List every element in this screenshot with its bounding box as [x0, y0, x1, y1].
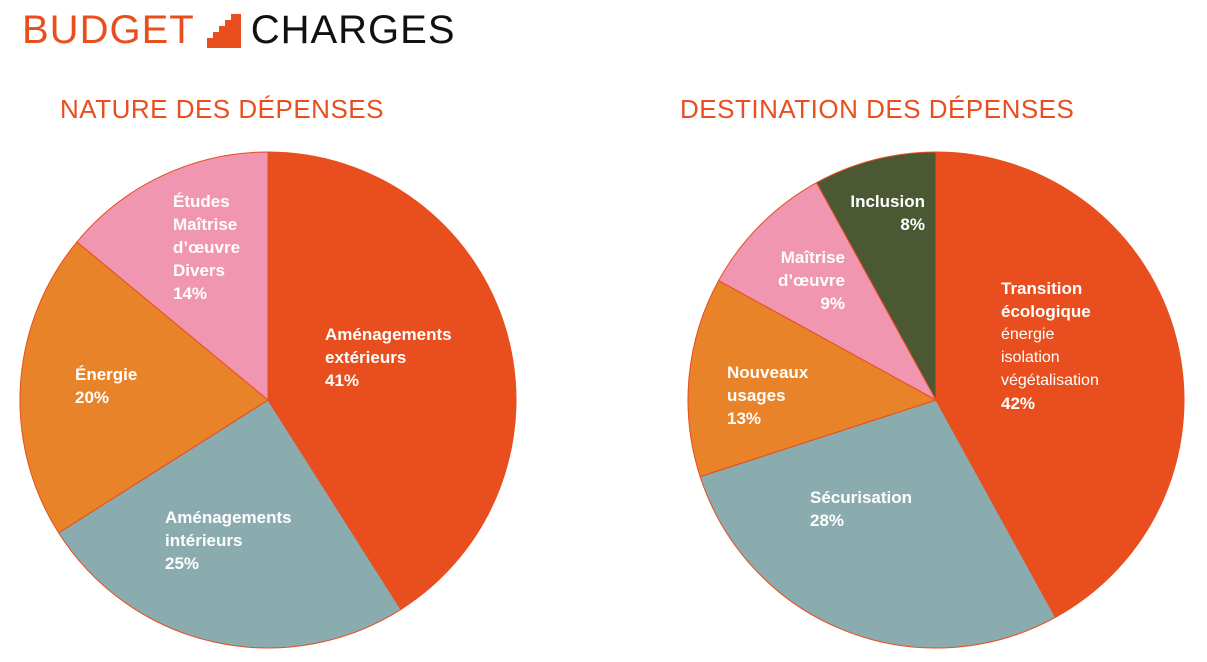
slice-label: Aménagements extérieurs 41% [325, 323, 452, 392]
slice-label-line: Études [173, 192, 230, 211]
brand-budget: BUDGET [22, 8, 195, 52]
slice-label-line: 8% [900, 215, 925, 234]
slice-label-line: d’œuvre [777, 271, 845, 290]
slice-label: Inclusion 8% [835, 190, 925, 236]
slice-label-line: isolation [1001, 349, 1060, 366]
slice-label: Sécurisation 28% [810, 486, 912, 532]
slice-label-line: Nouveaux [727, 363, 809, 382]
slice-label-line: 14% [173, 284, 208, 303]
slice-label-line: intérieurs [165, 531, 243, 550]
pie-slice [267, 151, 517, 611]
slice-label-line: 25% [165, 554, 200, 573]
pie-slice [717, 181, 938, 402]
pie-slice [815, 151, 937, 401]
brand-header: BUDGET CHARGES [22, 8, 456, 53]
slice-label-line: 41% [325, 371, 360, 390]
slice-label-line: 13% [727, 409, 762, 428]
slice-label-line: Maîtrise [173, 215, 238, 234]
pie-slice [687, 279, 938, 478]
pie-slice [76, 151, 269, 402]
slice-label-line: usages [727, 386, 786, 405]
slice-label-line: Maîtrise [780, 248, 845, 267]
pie-slice [935, 151, 1185, 619]
slice-label-line: énergie [1001, 326, 1055, 343]
chart-title-destination: DESTINATION DES DÉPENSES [680, 94, 1075, 124]
slice-label-line: Transition [1001, 279, 1083, 298]
slice-label-line: Inclusion [850, 192, 925, 211]
slice-label: Nouveaux usages 13% [727, 361, 808, 430]
pie-slice [699, 399, 1057, 649]
slice-label-line: Sécurisation [810, 488, 913, 507]
slice-label-line: extérieurs [325, 348, 407, 367]
slice-label-line: 20% [75, 388, 110, 407]
pie-slice [19, 241, 269, 534]
slice-label: Transition écologique énergie isolation végé… [1001, 277, 1099, 415]
slice-label-line: 42% [1001, 394, 1036, 413]
slice-label-line: d’œuvre [173, 238, 241, 257]
slice-label-line: 28% [810, 511, 845, 530]
slice-label: Maîtrise d’œuvre 9% [770, 246, 845, 315]
chart-title-nature: NATURE DES DÉPENSES [60, 94, 384, 124]
slice-label-line: 9% [820, 294, 845, 313]
slice-label: Aménagements intérieurs 25% [165, 506, 292, 575]
slice-label-line: Énergie [75, 365, 138, 384]
stairs-logo-icon [206, 13, 241, 48]
slice-label-line: Divers [173, 261, 225, 280]
slice-label: Études Maîtrise d’œuvre Divers 14% [173, 190, 240, 305]
slice-label-line: végétalisation [1001, 372, 1099, 389]
brand-charges: CHARGES [250, 8, 456, 52]
slice-label: Énergie 20% [75, 363, 137, 409]
slice-label-line: Aménagements [325, 325, 452, 344]
slice-label-line: écologique [1001, 302, 1091, 321]
slice-label-line: Aménagements [165, 508, 292, 527]
pie-slice [57, 399, 402, 649]
